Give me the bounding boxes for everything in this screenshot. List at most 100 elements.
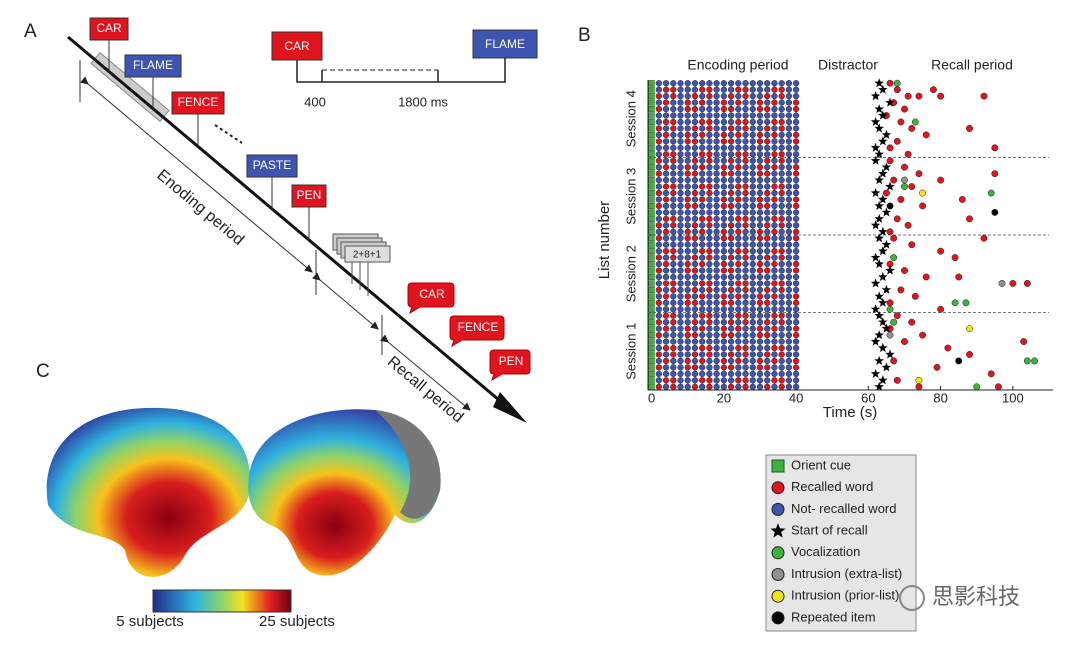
encoding-dot	[727, 338, 735, 345]
encoding-dot	[756, 99, 764, 106]
encoding-dot	[670, 196, 677, 203]
encoding-dot	[699, 202, 706, 210]
encoding-dot	[764, 176, 771, 184]
encoding-dot	[699, 222, 706, 229]
encoding-dot	[662, 138, 670, 145]
encoding-dot	[655, 170, 662, 177]
encoding-dot	[699, 364, 706, 371]
encoding-dot	[691, 357, 699, 365]
encoding-dot	[771, 325, 778, 332]
period-label: Enoding period	[153, 167, 246, 249]
encoding-dot	[691, 338, 699, 345]
data-point	[648, 170, 655, 177]
encoding-dot	[792, 92, 800, 100]
encoding-dot	[727, 105, 735, 113]
encoding-dot	[662, 157, 670, 164]
encoding-dot	[764, 280, 771, 287]
data-point	[648, 325, 655, 332]
encoding-dot	[735, 151, 742, 158]
encoding-dot	[699, 299, 706, 306]
encoding-dot	[662, 215, 670, 223]
panel-c: C 5 subjects 25 subjects	[36, 361, 441, 630]
encoding-dot	[742, 164, 749, 171]
encoding-dot	[684, 247, 691, 255]
encoding-dot	[691, 222, 699, 229]
word-box	[246, 154, 298, 178]
data-point	[915, 170, 923, 178]
data-point	[648, 383, 655, 390]
encoding-dot	[662, 280, 670, 287]
encoding-dot	[713, 260, 720, 268]
encoding-dot	[706, 112, 713, 119]
encoding-dot	[699, 357, 706, 365]
data-point	[878, 375, 888, 385]
watermark-text: 思影科技	[932, 584, 1020, 609]
legend-marker	[770, 523, 786, 538]
encoding-dot	[742, 306, 749, 313]
encoding-dot	[742, 344, 749, 352]
encoding-dot	[778, 80, 785, 87]
encoding-dot	[699, 331, 706, 339]
encoding-dot	[764, 351, 771, 358]
encoding-dot	[684, 331, 691, 339]
word-box	[291, 184, 327, 208]
encoding-dot	[778, 183, 785, 190]
encoding-dot	[742, 228, 749, 235]
encoding-dot	[778, 189, 785, 197]
period-label: Distractor	[818, 57, 878, 73]
encoding-dot	[735, 189, 742, 197]
encoding-dot	[727, 306, 735, 313]
encoding-dot	[778, 370, 785, 378]
encoding-dot	[684, 183, 691, 190]
encoding-dot	[713, 299, 720, 306]
encoding-dot	[778, 144, 785, 151]
session-label: Session 4	[623, 90, 638, 147]
encoding-dot	[735, 99, 742, 106]
colorbar	[152, 589, 292, 613]
encoding-dot	[670, 293, 677, 300]
encoding-dot	[699, 80, 706, 87]
data-point	[973, 383, 981, 391]
encoding-dot	[720, 209, 728, 216]
encoding-dot	[720, 344, 728, 352]
encoding-dot	[764, 312, 771, 319]
encoding-dot	[706, 105, 713, 113]
encoding-dot	[756, 254, 764, 261]
encoding-dot	[735, 235, 742, 242]
encoding-dot	[713, 241, 720, 248]
encoding-dot	[727, 125, 735, 132]
encoding-dot	[706, 157, 713, 164]
encoding-dot	[778, 357, 785, 365]
encoding-dot	[720, 235, 728, 242]
encoding-dot	[677, 383, 684, 390]
encoding-dot	[670, 157, 677, 164]
encoding-dot	[792, 377, 800, 384]
encoding-dot	[771, 125, 778, 132]
encoding-dot	[684, 293, 691, 300]
encoding-dot	[670, 344, 677, 352]
encoding-dot	[756, 312, 764, 319]
encoding-dot	[670, 209, 677, 216]
encoding-dot	[662, 112, 670, 119]
encoding-dot	[792, 357, 800, 365]
encoding-dot	[677, 280, 684, 287]
data-point	[648, 118, 655, 126]
encoding-dot	[684, 254, 691, 261]
data-point	[648, 183, 655, 190]
encoding-dot	[655, 344, 662, 352]
data-point	[901, 176, 908, 184]
encoding-dot	[699, 338, 706, 345]
encoding-dot	[742, 254, 749, 261]
data-point	[881, 162, 892, 172]
encoding-dot	[677, 370, 684, 378]
data-point	[885, 265, 895, 275]
legend-label: Not- recalled word	[791, 501, 897, 516]
encoding-dot	[677, 118, 684, 126]
data-point	[874, 381, 884, 391]
encoding-dot	[706, 99, 713, 106]
encoding-dot	[720, 183, 728, 190]
encoding-dot	[691, 118, 699, 126]
encoding-dot	[756, 138, 764, 145]
encoding-dot	[764, 344, 771, 352]
encoding-dot	[713, 273, 720, 281]
